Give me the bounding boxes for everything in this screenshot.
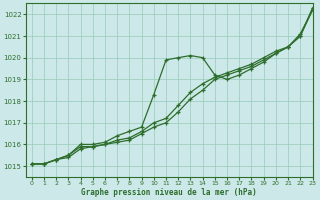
X-axis label: Graphe pression niveau de la mer (hPa): Graphe pression niveau de la mer (hPa) — [81, 188, 257, 197]
